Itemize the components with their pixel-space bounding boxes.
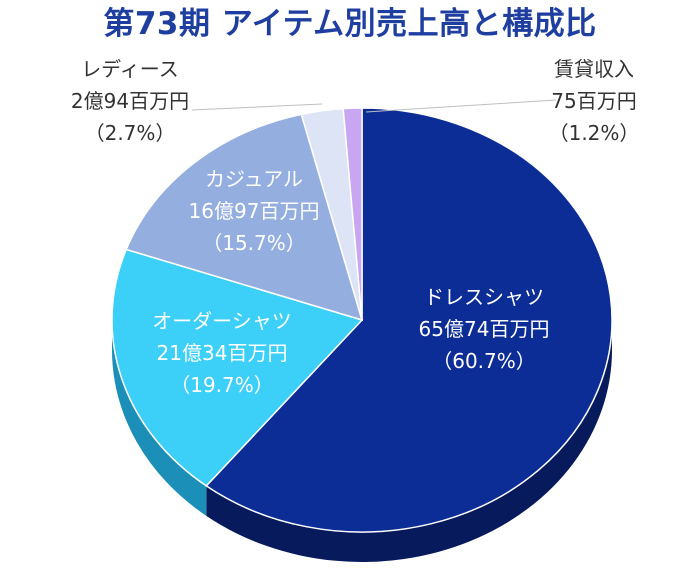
pie-slices [111,107,613,533]
chart-title: 第73期 アイテム別売上高と構成比 [103,6,597,42]
slice-percent-4: （1.2%） [549,121,640,145]
slice-amount-4: 75百万円 [551,89,636,113]
slice-amount-1: 21億34百万円 [157,341,288,365]
slice-amount-0: 65億74百万円 [419,317,550,341]
slice-amount-2: 16億97百万円 [189,199,320,223]
slice-name-4: 賃貸収入 [554,57,634,81]
pie-slice-0 [205,107,613,533]
slice-percent-1: （19.7%） [170,373,274,397]
slice-name-2: カジュアル [205,167,303,191]
leader-lines [191,99,557,113]
pie-slice-2 [125,113,364,322]
slice-name-3: レディース [81,57,179,81]
pie-side-0 [206,320,613,562]
slice-name-0: ドレスシャツ [424,285,544,309]
pie-slice-4 [342,107,363,321]
leader-line-3 [191,103,323,111]
slice-labels: ドレスシャツ 65億74百万円 （60.7%） オーダーシャツ 21億34百万円 （19.… [71,57,640,397]
slice-name-1: オーダーシャツ [152,309,292,333]
slice-percent-2: （15.7%） [202,231,306,255]
slice-percent-3: （2.7%） [85,121,176,145]
pie-slice-1 [111,248,364,487]
pie-side-1 [111,320,207,516]
slice-percent-0: （60.7%） [432,349,536,373]
pie-sides [111,320,613,562]
leader-line-4 [365,99,557,113]
slice-amount-3: 2億94百万円 [71,89,189,113]
